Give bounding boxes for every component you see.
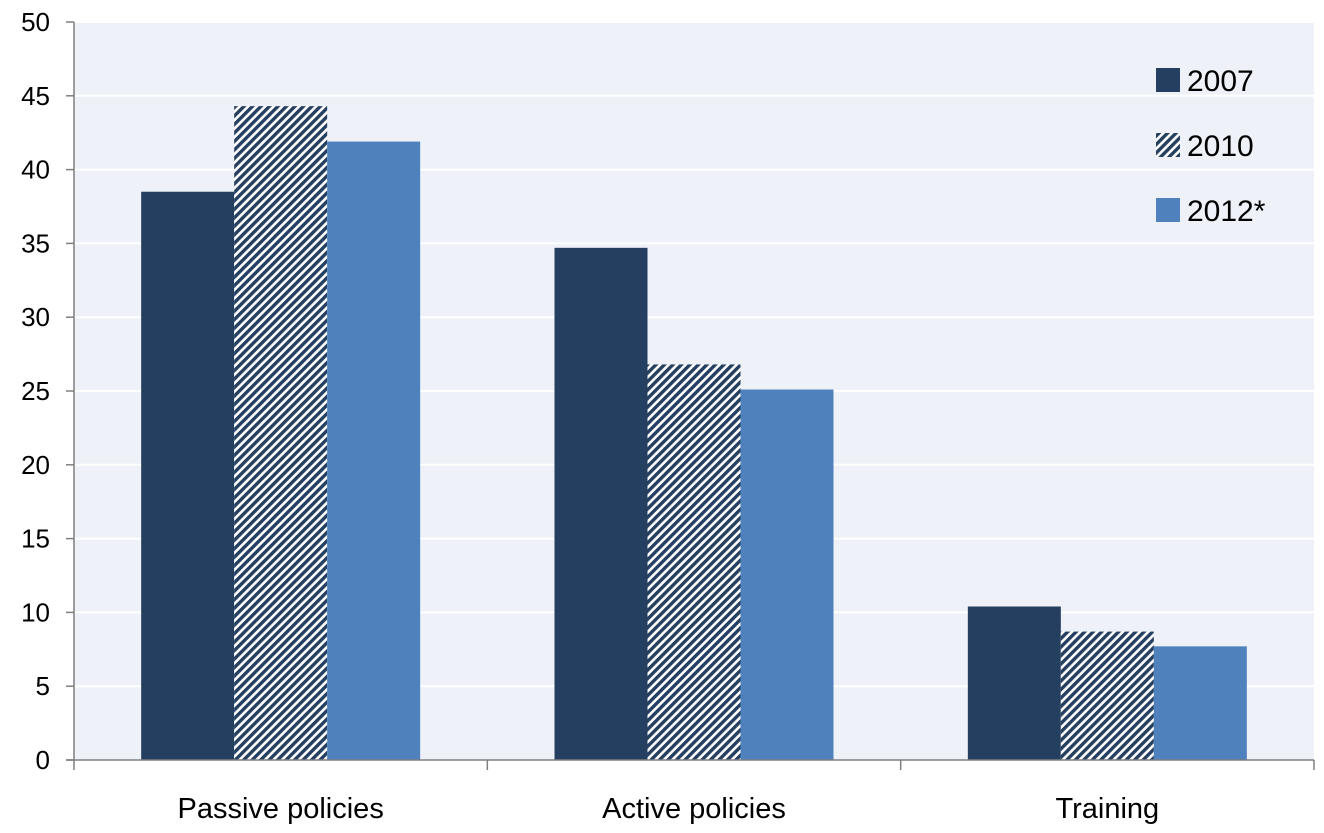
y-tick-label: 40 <box>21 155 50 185</box>
y-tick-label: 45 <box>21 81 50 111</box>
legend-swatch-2007 <box>1156 68 1180 92</box>
legend-swatch-2012 <box>1156 198 1180 222</box>
bar-2007-0 <box>141 191 235 761</box>
bar-2007-2 <box>967 606 1061 760</box>
bar-2010-2 <box>1060 631 1154 760</box>
y-tick-label: 50 <box>21 7 50 37</box>
y-tick-label: 5 <box>36 671 50 701</box>
bar-2012-2 <box>1153 646 1247 760</box>
y-tick-label: 10 <box>21 597 50 627</box>
y-tick-label: 0 <box>36 745 50 775</box>
legend-label: 2010 <box>1187 130 1254 163</box>
bar-2010-0 <box>234 106 328 760</box>
x-tick-label: Training <box>1055 793 1159 825</box>
bars <box>141 106 1247 761</box>
bar-2007-1 <box>554 247 648 760</box>
y-tick-label: 20 <box>21 450 50 480</box>
legend-swatch-2010 <box>1156 133 1180 157</box>
axes <box>66 22 1315 770</box>
y-tick-label: 35 <box>21 228 50 258</box>
bar-2012-1 <box>740 389 834 760</box>
x-tick-label: Active policies <box>602 793 786 825</box>
bar-2010-1 <box>647 364 741 760</box>
legend-label: 2007 <box>1187 65 1254 98</box>
y-tick-label: 15 <box>21 524 50 554</box>
legend-label: 2012* <box>1187 195 1266 228</box>
bar-2012-0 <box>327 141 421 760</box>
legend: 2007 2010 2012* <box>1156 65 1266 228</box>
x-tick-label: Passive policies <box>178 793 384 825</box>
axis-labels: 0 5 10 15 20 25 30 35 40 45 50 Passive policies Acti… <box>21 7 1159 825</box>
y-tick-label: 30 <box>21 302 50 332</box>
y-tick-label: 25 <box>21 376 50 406</box>
